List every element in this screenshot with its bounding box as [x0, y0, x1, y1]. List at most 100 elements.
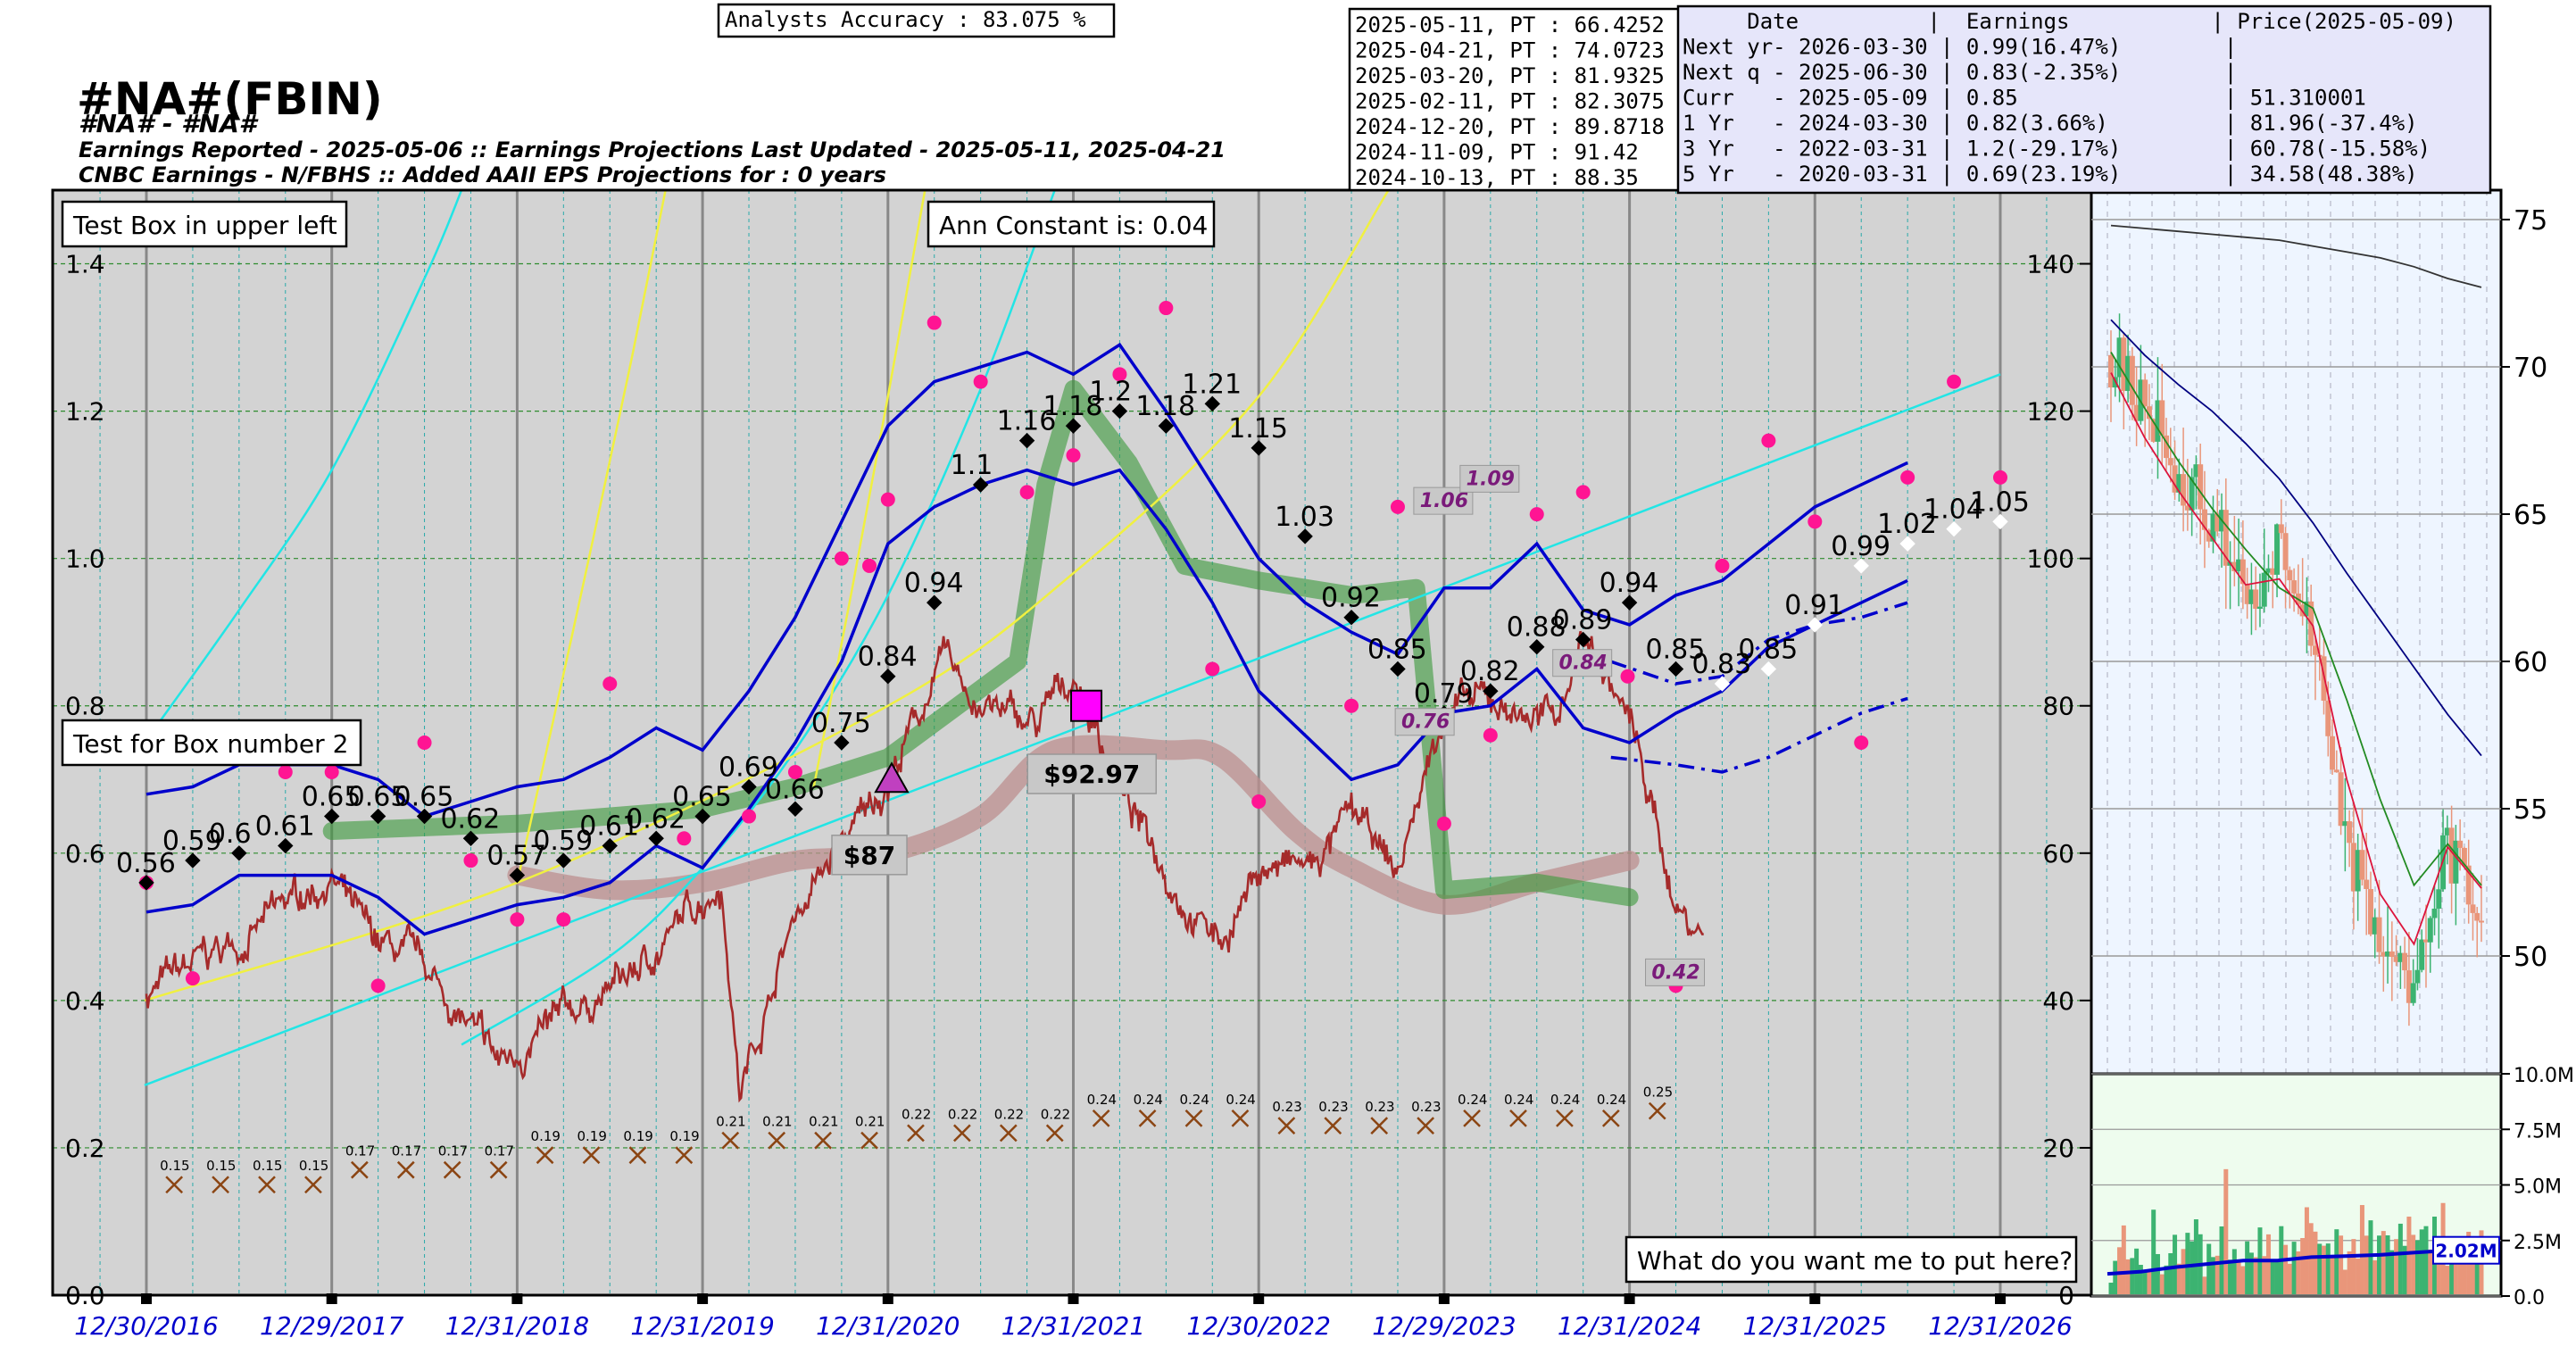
ma-black [2110, 224, 2482, 288]
eps-diamond [1297, 528, 1313, 544]
price-tag: $87 [843, 841, 895, 870]
candle-body [2256, 606, 2263, 610]
estimate-dot [1251, 794, 1267, 810]
dividend-label: 0.19 [577, 1128, 606, 1144]
eps-upper-line [145, 342, 1908, 819]
ma-navy [2110, 319, 2482, 757]
eps-label: 0.85 [1367, 634, 1427, 665]
dividend-label: 0.23 [1272, 1099, 1301, 1115]
candle-body [2350, 843, 2356, 892]
eps-diamond [1621, 594, 1638, 611]
estimate-dot [1575, 485, 1591, 500]
eps-diamond [185, 852, 201, 868]
candle-body [2278, 524, 2284, 534]
eps-diamond [462, 830, 479, 847]
candle-body [2385, 951, 2391, 957]
dividend-marker [1045, 1124, 1064, 1143]
eps-diamond [1529, 638, 1545, 655]
ticker-title: #NA#(FBIN) [77, 73, 383, 125]
estimate-dot [1715, 558, 1730, 573]
dividend-marker [1556, 1110, 1574, 1127]
candle-body [2364, 879, 2370, 890]
candle-body [2215, 513, 2221, 532]
candle-body [2189, 477, 2195, 511]
y-tick-right: 20 [2042, 1134, 2074, 1163]
candle-body [2389, 951, 2395, 957]
eps-label: 0.92 [1321, 583, 1381, 614]
candle-body [2431, 908, 2438, 918]
volume-bar [2206, 1243, 2212, 1294]
candle-body [2325, 701, 2331, 736]
eps-label: 0.91 [1784, 590, 1844, 621]
eps-projection-upper [1610, 601, 1908, 686]
volume-bar [2265, 1234, 2271, 1294]
estimate-dot [1066, 448, 1081, 463]
volume-bar [2406, 1217, 2412, 1294]
y-tick-right: 60 [2042, 839, 2074, 868]
eps-label: 0.59 [162, 826, 222, 857]
y-tick-left: 0.8 [65, 692, 105, 721]
eps-label: 0.65 [348, 782, 408, 813]
volume-bar [2210, 1257, 2215, 1294]
candle-body [2414, 969, 2421, 984]
candle-body [2210, 513, 2216, 542]
recent-price-panel: 50 55 60 65 70 75 [2090, 188, 2547, 1076]
estimate-dot [510, 912, 525, 927]
estimate-dot [1205, 661, 1220, 677]
dividend-marker [952, 1124, 971, 1143]
yellow-curve-2 [812, 190, 927, 787]
volume-bar [2202, 1276, 2207, 1294]
eps-label: 0.89 [1553, 604, 1613, 636]
candle-body [2206, 529, 2212, 542]
estimate-dot [742, 809, 757, 824]
volume-bar [2322, 1245, 2327, 1294]
side-y-tick: 75 [2514, 205, 2547, 237]
volume-bar [2248, 1252, 2254, 1294]
dividend-label: 0.15 [299, 1158, 328, 1174]
dividend-label: 0.22 [902, 1106, 931, 1122]
candle-body [2419, 939, 2425, 970]
volume-bar [2313, 1231, 2318, 1294]
dividend-marker [999, 1124, 1018, 1143]
volume-bar [2470, 1258, 2475, 1294]
candle-body [2359, 850, 2365, 880]
dividend-marker [768, 1131, 786, 1150]
volume-bar [2372, 1259, 2378, 1294]
volume-bar [2193, 1219, 2198, 1294]
volume-bar [2347, 1251, 2352, 1294]
dividend-label: 0.17 [485, 1143, 514, 1159]
eps-diamond [370, 808, 386, 825]
vol-y-tick: 0.0 [2514, 1287, 2545, 1309]
dividend-label: 0.15 [160, 1158, 189, 1174]
vol-y-tick: 7.5M [2514, 1120, 2562, 1143]
candle-body [2167, 458, 2173, 466]
eps-label: 0.84 [858, 642, 918, 673]
volume-bar [2474, 1251, 2480, 1294]
eps-label: 0.62 [440, 803, 500, 835]
box-number-2 [61, 719, 362, 767]
volume-bar [2113, 1260, 2118, 1294]
side-y-tick: 50 [2514, 942, 2547, 973]
eps-label: 0.59 [533, 826, 593, 857]
purple-tag-box [1394, 708, 1455, 736]
subtitle-1: #NA# - #NA# [79, 109, 259, 138]
earnings-row: Date | Earnings | Price(2025-05-09) [1683, 9, 2456, 34]
candle-body [2282, 533, 2289, 570]
dividend-label: 0.17 [438, 1143, 468, 1159]
eps-diamond [1018, 432, 1035, 449]
estimate-dot [1900, 470, 1915, 485]
earnings-row: 3 Yr - 2022-03-31 | 1.2(-29.17%) | 60.78… [1683, 137, 2431, 162]
estimate-dot [185, 971, 200, 986]
volume-bar [2296, 1251, 2301, 1294]
x-tick-label: 12/31/2025 [1743, 1311, 1887, 1341]
dividend-label: 0.19 [531, 1128, 561, 1144]
volume-bar [2219, 1226, 2224, 1294]
dividend-label: 0.21 [762, 1114, 792, 1130]
estimate-dot [278, 765, 293, 780]
estimate-dot [602, 676, 618, 691]
y-tick-left: 1.2 [65, 397, 105, 427]
dividend-label: 0.17 [392, 1143, 421, 1159]
volume-bar [2453, 1247, 2458, 1294]
x-tick-label: 12/29/2023 [1372, 1311, 1516, 1341]
candle-body [2457, 840, 2464, 848]
